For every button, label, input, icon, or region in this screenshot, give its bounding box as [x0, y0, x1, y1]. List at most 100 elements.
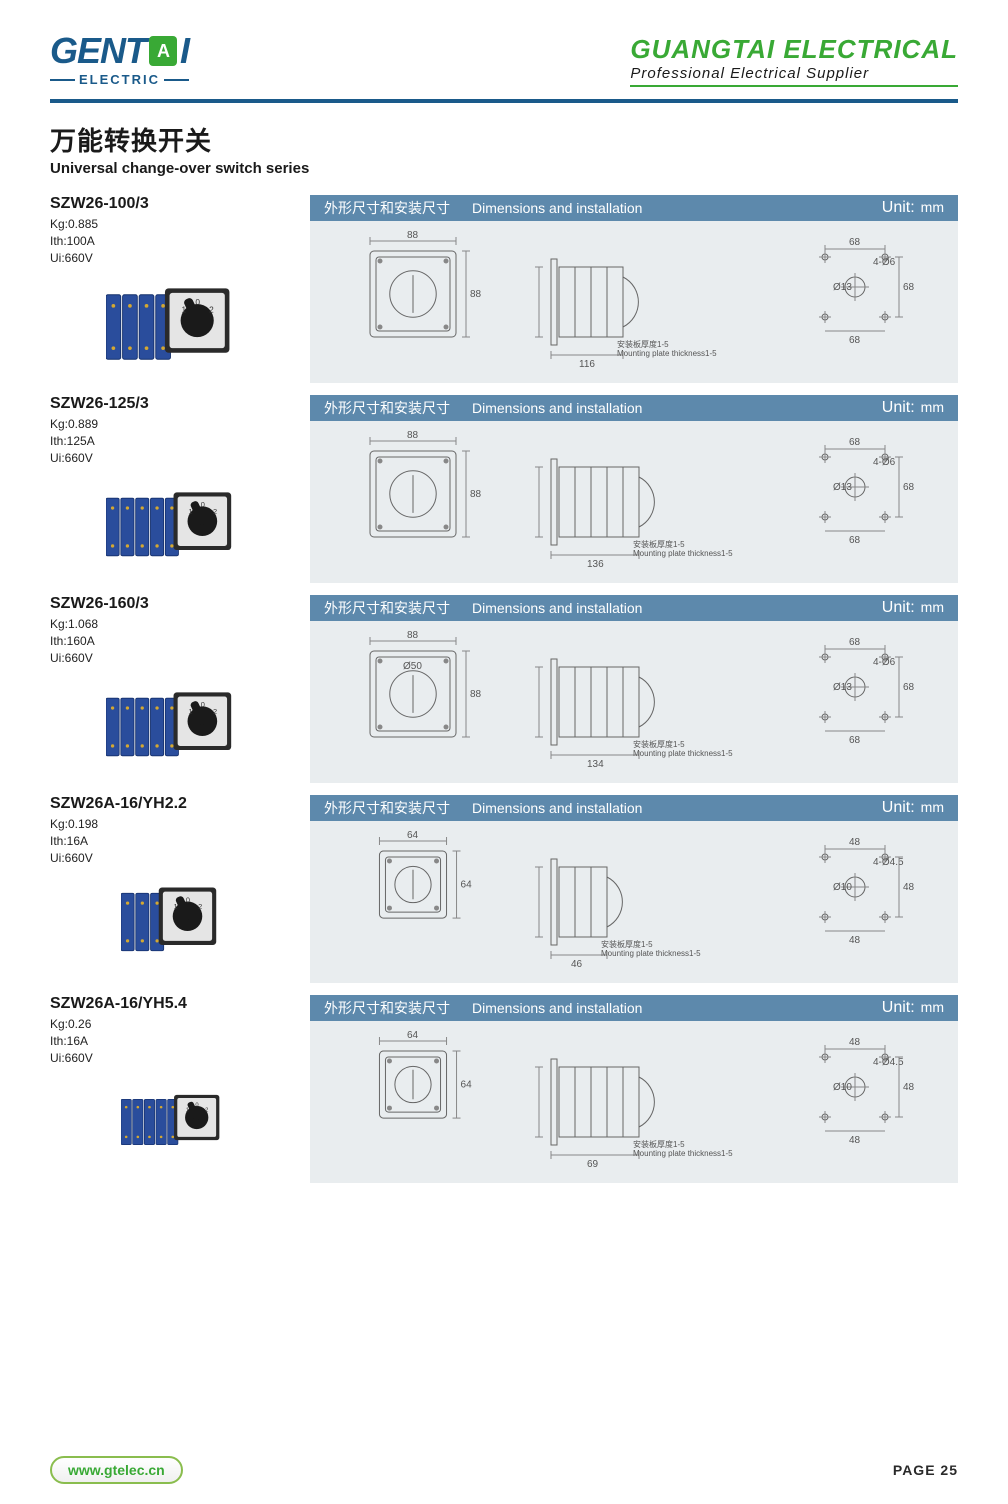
logo-text: GENT A I — [50, 30, 189, 72]
svg-text:1: 1 — [188, 707, 192, 716]
product-photo-svg: 1 0 2 — [106, 272, 246, 382]
svg-text:Ø10: Ø10 — [833, 1082, 852, 1093]
svg-text:4-Ø6: 4-Ø6 — [873, 657, 896, 668]
dim-header-cn: 外形尺寸和安装尺寸 — [324, 798, 450, 818]
model-number: SZW26-100/3 — [50, 195, 302, 213]
svg-text:88: 88 — [407, 630, 419, 641]
svg-text:2: 2 — [213, 707, 217, 716]
svg-text:88: 88 — [407, 430, 419, 441]
product-info: SZW26-125/3 Kg:0.889 Ith:125A Ui:660V — [50, 395, 310, 582]
product-list: SZW26-100/3 Kg:0.885 Ith:100A Ui:660V — [50, 195, 958, 1183]
svg-text:Mounting plate thickness1-5: Mounting plate thickness1-5 — [633, 749, 733, 758]
product-info: SZW26A-16/YH2.2 Kg:0.198 Ith:16A Ui:660V — [50, 795, 310, 972]
svg-text:68: 68 — [849, 237, 861, 248]
svg-text:88: 88 — [470, 489, 482, 500]
spec-ui: Ui:660V — [50, 1050, 302, 1067]
svg-text:68: 68 — [903, 682, 915, 693]
dim-header-unit: Unit: mm — [882, 999, 944, 1017]
header-divider — [50, 99, 958, 103]
svg-text:68: 68 — [849, 335, 861, 346]
svg-text:48: 48 — [849, 837, 861, 848]
dimension-body: 64 64 50 46 安装板厚度1-5 Mounting plate thic… — [310, 821, 958, 983]
spec-ith: Ith:16A — [50, 833, 302, 850]
series-title-en: Universal change-over switch series — [50, 160, 958, 177]
product-row: SZW26-160/3 Kg:1.068 Ith:160A Ui:660V — [50, 595, 958, 783]
dimension-header: 外形尺寸和安装尺寸 Dimensions and installation Un… — [310, 795, 958, 821]
front-face-diagram: 88 88 — [343, 427, 483, 577]
svg-text:0: 0 — [195, 1103, 198, 1109]
dimension-body: 88 Ø50 88 88.5 134 安装板厚度1-5 Mounting pla… — [310, 621, 958, 783]
side-view-diagram: 84 116 安装板厚度1-5 Mounting plate thickness… — [529, 227, 749, 377]
dimension-header: 外形尺寸和安装尺寸 Dimensions and installation Un… — [310, 395, 958, 421]
svg-text:安装板厚度1-5: 安装板厚度1-5 — [633, 739, 685, 749]
spec-ith: Ith:16A — [50, 1033, 302, 1050]
product-diagrams: 外形尺寸和安装尺寸 Dimensions and installation Un… — [310, 995, 958, 1183]
product-photo-svg: 1 0 2 — [121, 872, 231, 972]
svg-text:68: 68 — [849, 437, 861, 448]
front-face-diagram: 64 64 — [343, 827, 483, 977]
dim-header-en: Dimensions and installation — [472, 200, 642, 216]
page-footer: www.gtelec.cn PAGE 25 — [50, 1456, 958, 1484]
product-diagrams: 外形尺寸和安装尺寸 Dimensions and installation Un… — [310, 795, 958, 983]
series-title-block: 万能转换开关 Universal change-over switch seri… — [50, 121, 958, 177]
page-header: GENT A I ELECTRIC GUANGTAI ELECTRICAL Pr… — [50, 30, 958, 93]
svg-text:1: 1 — [186, 1108, 189, 1114]
spec-kg: Kg:0.198 — [50, 816, 302, 833]
svg-text:68: 68 — [849, 735, 861, 746]
svg-text:4-Ø6: 4-Ø6 — [873, 457, 896, 468]
model-number: SZW26-160/3 — [50, 595, 302, 613]
svg-text:4-Ø6: 4-Ø6 — [873, 257, 896, 268]
hole-pattern-diagram: 68 4-Ø6 Ø13 68 68 — [795, 227, 925, 377]
product-photo-svg: 1 0 2 — [121, 1072, 231, 1172]
front-face-diagram: 88 Ø50 88 — [343, 627, 483, 777]
model-number: SZW26A-16/YH5.4 — [50, 995, 302, 1013]
hole-pattern-diagram: 48 4-Ø4.5 Ø10 48 48 — [795, 827, 925, 977]
dim-header-en: Dimensions and installation — [472, 400, 642, 416]
product-row: SZW26A-16/YH5.4 Kg:0.26 Ith:16A Ui:660V — [50, 995, 958, 1183]
svg-text:88: 88 — [407, 230, 419, 241]
svg-text:2: 2 — [198, 902, 202, 911]
side-view-diagram: 88.5 134 安装板厚度1-5 Mounting plate thickne… — [529, 627, 749, 777]
svg-text:64: 64 — [407, 1030, 419, 1041]
dim-header-cn: 外形尺寸和安装尺寸 — [324, 998, 450, 1018]
dim-header-en: Dimensions and installation — [472, 800, 642, 816]
dimension-header: 外形尺寸和安装尺寸 Dimensions and installation Un… — [310, 195, 958, 221]
svg-text:2: 2 — [209, 306, 214, 315]
dim-header-en: Dimensions and installation — [472, 600, 642, 616]
model-number: SZW26A-16/YH2.2 — [50, 795, 302, 813]
dimension-body: 64 64 50 69 安装板厚度1-5 Mounting plate thic… — [310, 1021, 958, 1183]
dim-header-unit: Unit: mm — [882, 799, 944, 817]
front-face-diagram: 88 88 — [343, 227, 483, 377]
svg-text:68: 68 — [849, 535, 861, 546]
svg-text:Mounting plate thickness1-5: Mounting plate thickness1-5 — [633, 549, 733, 558]
product-diagrams: 外形尺寸和安装尺寸 Dimensions and installation Un… — [310, 195, 958, 383]
spec-ui: Ui:660V — [50, 850, 302, 867]
product-row: SZW26-100/3 Kg:0.885 Ith:100A Ui:660V — [50, 195, 958, 383]
spec-kg: Kg:0.26 — [50, 1016, 302, 1033]
spec-ui: Ui:660V — [50, 450, 302, 467]
product-photo-svg: 1 0 2 — [106, 672, 246, 782]
product-photo: 1 0 2 — [50, 272, 302, 382]
product-photo: 1 0 2 — [50, 872, 302, 972]
model-number: SZW26-125/3 — [50, 395, 302, 413]
svg-text:84: 84 — [529, 293, 532, 305]
svg-text:46: 46 — [571, 959, 583, 970]
svg-text:Ø13: Ø13 — [833, 282, 852, 293]
spec-kg: Kg:0.889 — [50, 416, 302, 433]
svg-text:安装板厚度1-5: 安装板厚度1-5 — [633, 1139, 685, 1149]
spec-ith: Ith:160A — [50, 633, 302, 650]
svg-text:Mounting plate thickness1-5: Mounting plate thickness1-5 — [633, 1149, 733, 1158]
dimension-header: 外形尺寸和安装尺寸 Dimensions and installation Un… — [310, 595, 958, 621]
product-photo-svg: 1 0 2 — [106, 472, 246, 582]
svg-text:64: 64 — [461, 1080, 473, 1091]
svg-text:Mounting plate thickness1-5: Mounting plate thickness1-5 — [617, 349, 717, 358]
spec-ui: Ui:660V — [50, 250, 302, 267]
side-view-diagram: 84 136 安装板厚度1-5 Mounting plate thickness… — [529, 427, 749, 577]
product-info: SZW26-100/3 Kg:0.885 Ith:100A Ui:660V — [50, 195, 310, 382]
product-info: SZW26-160/3 Kg:1.068 Ith:160A Ui:660V — [50, 595, 310, 782]
svg-text:68: 68 — [849, 637, 861, 648]
svg-text:1: 1 — [182, 306, 187, 315]
svg-text:Ø10: Ø10 — [833, 882, 852, 893]
dim-header-en: Dimensions and installation — [472, 1000, 642, 1016]
spec-ith: Ith:100A — [50, 233, 302, 250]
